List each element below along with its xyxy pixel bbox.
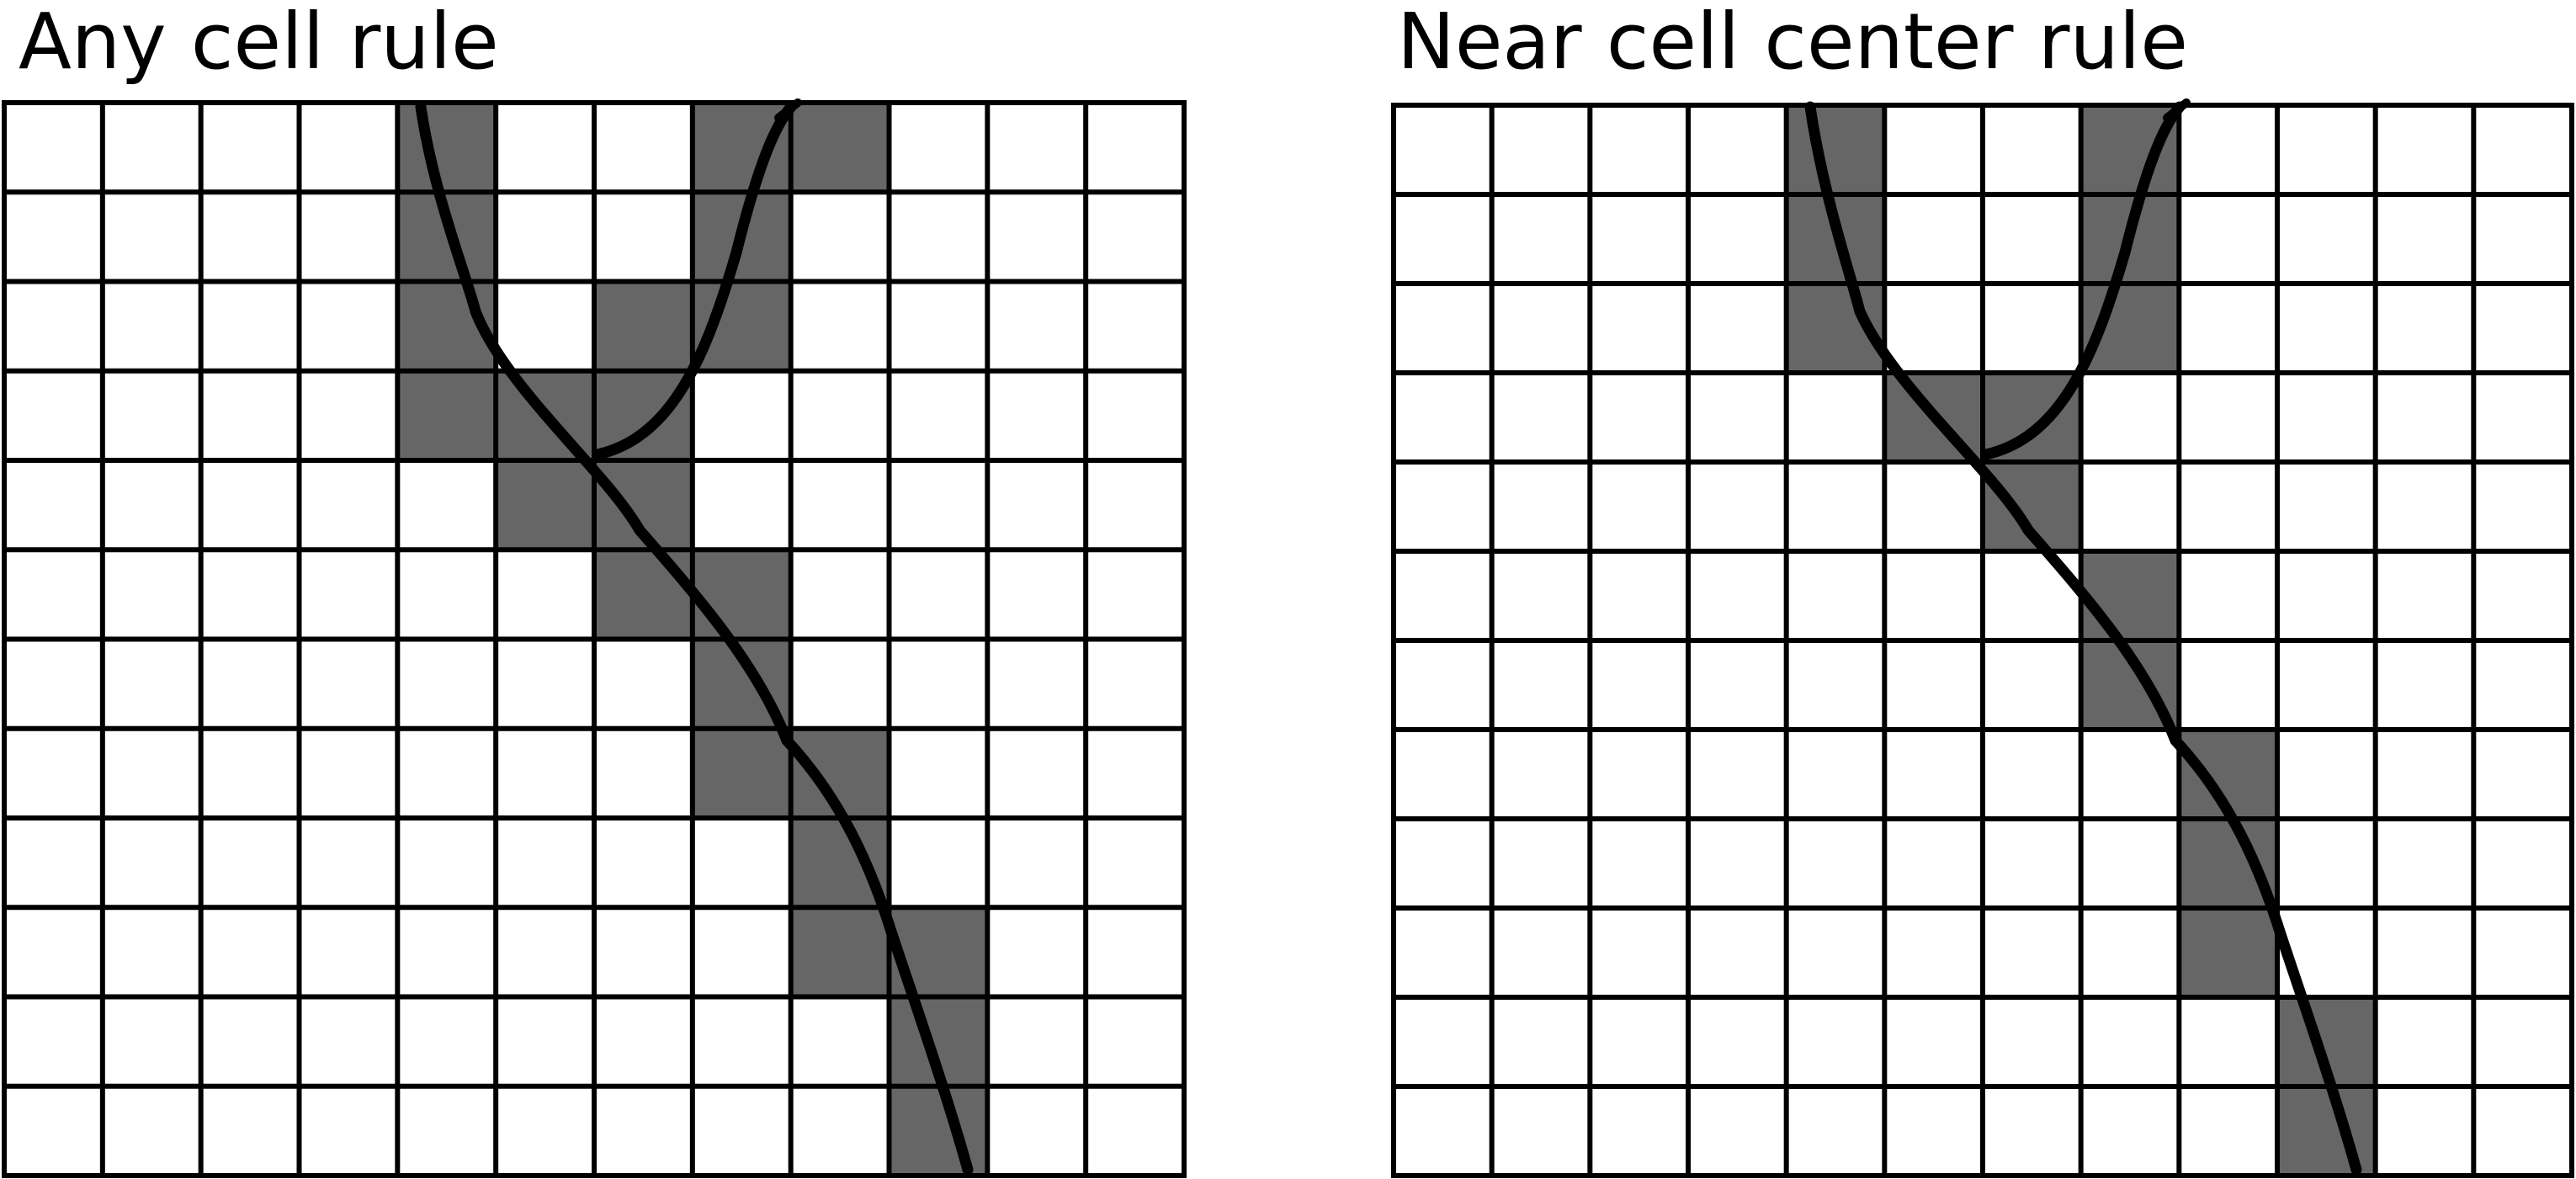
shaded-cell xyxy=(1786,105,1885,194)
panel-title-near-cell-center-rule: Near cell center rule xyxy=(1397,0,2188,87)
shaded-cell xyxy=(790,103,890,193)
descending-curve xyxy=(1804,101,2362,1176)
curves xyxy=(415,98,974,1176)
grid-lines xyxy=(2,100,1187,1178)
curve-tip-mark xyxy=(2163,98,2191,122)
shaded-cell xyxy=(594,281,693,371)
shaded-cell xyxy=(2277,1086,2376,1176)
panel-title-any-cell-rule: Any cell rule xyxy=(19,0,499,87)
curve-tip-mark xyxy=(774,98,802,122)
grid-panel-any-cell-rule xyxy=(2,98,1187,1178)
shaded-cell xyxy=(2080,105,2180,194)
ascending-curve xyxy=(592,101,797,460)
ascending-curve xyxy=(1980,101,2186,460)
grid-lines xyxy=(1391,103,2574,1178)
shaded-cell xyxy=(692,550,791,640)
shaded-cell xyxy=(692,728,791,818)
shaded-cell xyxy=(397,370,497,460)
descending-curve xyxy=(415,101,974,1176)
shaded-cell xyxy=(397,103,497,193)
shaded-cell xyxy=(496,460,594,550)
curves xyxy=(1804,98,2362,1176)
shaded-cell xyxy=(2080,551,2180,640)
shaded-cell xyxy=(790,907,890,997)
shaded-cell xyxy=(2179,908,2277,997)
grid-panel-near-cell-center-rule xyxy=(1391,98,2574,1178)
shaded-cell xyxy=(889,1086,988,1176)
shaded-cell xyxy=(594,550,693,640)
